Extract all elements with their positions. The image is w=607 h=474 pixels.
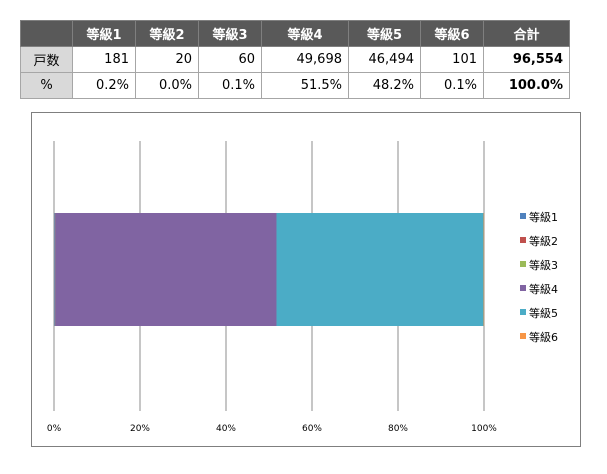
table-total-cell: 100.0% bbox=[483, 72, 570, 99]
legend-swatch bbox=[520, 285, 526, 291]
legend-swatch bbox=[520, 261, 526, 267]
x-tick-label: 40% bbox=[216, 424, 236, 434]
table-header-grade5: 等級5 bbox=[348, 20, 421, 47]
stacked-bar-chart: 0% 20% 40% 60% 80% 100% 等級1 等級2 等級3 等級4 等級5 等級6 bbox=[47, 141, 558, 434]
table-row-percent: % 0.2% 0.0% 0.1% 51.5% 48.2% 0.1% 100.0% bbox=[20, 72, 570, 99]
table-row-households: 戸数 181 20 60 49,698 46,494 101 96,554 bbox=[20, 46, 570, 73]
legend-label: 等級6 bbox=[529, 330, 558, 344]
table-cell: 0.0% bbox=[135, 72, 199, 99]
x-tick-label: 100% bbox=[471, 424, 497, 434]
legend-swatch bbox=[520, 333, 526, 339]
x-tick-label: 0% bbox=[47, 424, 62, 434]
legend-label: 等級2 bbox=[529, 234, 558, 248]
table-header-grade3: 等級3 bbox=[198, 20, 262, 47]
table-cell: 46,494 bbox=[348, 46, 421, 73]
legend-label: 等級3 bbox=[529, 258, 558, 272]
x-tick-label: 80% bbox=[388, 424, 408, 434]
table-header-grade2: 等級2 bbox=[135, 20, 199, 47]
bar-segment bbox=[55, 213, 277, 326]
table-cell: 48.2% bbox=[348, 72, 421, 99]
table-cell: 51.5% bbox=[261, 72, 349, 99]
bar-segment bbox=[276, 213, 484, 326]
table-cell: 49,698 bbox=[261, 46, 349, 73]
row-label: 戸数 bbox=[20, 46, 73, 73]
table-header-corner bbox=[20, 20, 73, 47]
row-label: % bbox=[20, 72, 73, 99]
chart-area: 0% 20% 40% 60% 80% 100% 等級1 等級2 等級3 等級4 等級5 等級6 bbox=[31, 112, 581, 447]
legend-swatch bbox=[520, 213, 526, 219]
table-header-row: 等級1 等級2 等級3 等級4 等級5 等級6 合計 bbox=[20, 20, 570, 47]
table-cell: 20 bbox=[135, 46, 199, 73]
table-cell: 101 bbox=[420, 46, 484, 73]
table-cell: 0.1% bbox=[420, 72, 484, 99]
grade-table: 等級1 等級2 等級3 等級4 等級5 等級6 合計 戸数 181 20 60 … bbox=[20, 20, 570, 99]
legend-label: 等級1 bbox=[529, 210, 558, 224]
table-cell: 0.1% bbox=[198, 72, 262, 99]
table-header-grade6: 等級6 bbox=[420, 20, 484, 47]
x-tick-label: 20% bbox=[130, 424, 150, 434]
table-header-total: 合計 bbox=[483, 20, 570, 47]
bar-segment bbox=[54, 213, 55, 326]
table-header-grade1: 等級1 bbox=[72, 20, 136, 47]
bar-segment bbox=[483, 213, 485, 326]
x-tick-label: 60% bbox=[302, 424, 322, 434]
table-cell: 181 bbox=[72, 46, 136, 73]
legend-swatch bbox=[520, 309, 526, 315]
table-total-cell: 96,554 bbox=[483, 46, 570, 73]
table-cell: 0.2% bbox=[72, 72, 136, 99]
table-cell: 60 bbox=[198, 46, 262, 73]
legend-label: 等級4 bbox=[529, 282, 558, 296]
table-header-grade4: 等級4 bbox=[261, 20, 349, 47]
legend-label: 等級5 bbox=[529, 306, 558, 320]
legend-swatch bbox=[520, 237, 526, 243]
